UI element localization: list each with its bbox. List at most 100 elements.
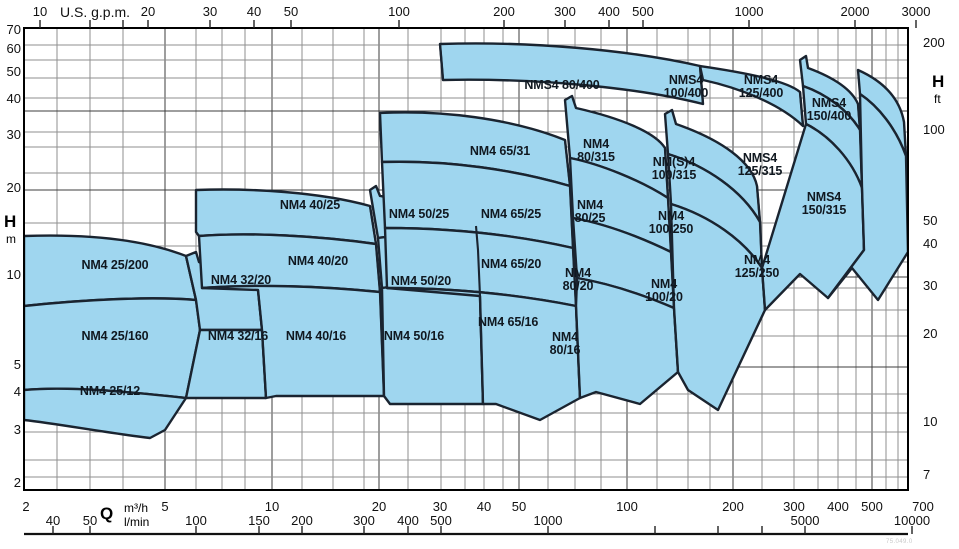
left-tick-20: 20 <box>6 180 21 195</box>
right-tick-100: 100 <box>923 122 945 137</box>
left-tick-60: 60 <box>6 41 21 56</box>
env-nms4-150-315 <box>826 92 908 302</box>
env-nm4-50-16 <box>380 285 485 406</box>
region-label-nm4-50-20: NM4 50/20 <box>390 274 452 288</box>
document-code: 75.049.0 <box>886 539 913 545</box>
bot-tick-500: 500 <box>861 499 883 514</box>
region-label-nm4-65-31: NM4 65/31 <box>469 144 531 158</box>
env-nm4-100-20 <box>669 202 767 412</box>
right-tick-200: 200 <box>923 35 945 50</box>
right-axis-title: H <box>932 72 945 91</box>
region-label-nm4-100-250: NM4 100/250 <box>648 209 694 236</box>
top-tick-400: 400 <box>598 4 620 19</box>
left-axis-unit: m <box>6 232 16 246</box>
region-label-nms4-125-315: NMS4 125/315 <box>737 151 783 178</box>
bot2-tick-200: 200 <box>291 513 313 528</box>
left-tick-30: 30 <box>6 127 21 142</box>
env-nm4-40-16 <box>200 284 386 400</box>
left-tick-40: 40 <box>6 91 21 106</box>
region-label-nm4-125-250: NM4 125/250 <box>734 253 780 280</box>
bot-tick-5: 5 <box>161 499 169 514</box>
bot-tick-2: 2 <box>22 499 30 514</box>
bot-tick-10: 10 <box>264 499 280 514</box>
region-label-nm4-65-16: NM4 65/16 <box>478 315 539 329</box>
bot-tick-30: 30 <box>432 499 448 514</box>
env-nm4-25-12 <box>24 387 188 440</box>
plot-frame <box>23 27 909 491</box>
region-label-nm4-32-20: NM4 32/20 <box>210 273 272 287</box>
bot2-tick-400: 400 <box>397 513 419 528</box>
region-label-nm4-25-12: NM4 25/12 <box>79 384 141 398</box>
region-label-nm4-40-25: NM4 40/25 <box>279 198 341 212</box>
top-tick-500: 500 <box>632 4 654 19</box>
region-label-nm4-25-200: NM4 25/200 <box>81 258 149 272</box>
top-tick-2000: 2000 <box>840 4 870 19</box>
region-label-nm4-50-25: NM4 50/25 <box>388 207 450 221</box>
model-divider-curves <box>184 43 866 405</box>
top-tickmarks <box>39 20 917 28</box>
region-label-nm4-40-20: NM4 40/20 <box>287 254 349 268</box>
bot-tick-20: 20 <box>371 499 387 514</box>
region-label-nm4-65-25: NM4 65/25 <box>480 207 542 221</box>
top-tick-10: 10 <box>32 4 48 19</box>
left-tick-3: 3 <box>13 422 21 437</box>
bottom-axis-title: Q <box>100 504 114 523</box>
top-tick-30: 30 <box>202 4 218 19</box>
top-tick-1000: 1000 <box>734 4 764 19</box>
region-label-nms4-80-400: NMS4 80/400 <box>524 78 600 92</box>
left-tick-10: 10 <box>6 267 21 282</box>
region-label-nm4-32-16: NM4 32/16 <box>207 329 269 343</box>
region-label-nms4-100-315: NM(S)4 100/315 <box>651 155 697 182</box>
top-tick-300: 300 <box>554 4 576 19</box>
left-tick-5: 5 <box>13 357 21 372</box>
right-axis-unit: ft <box>934 92 941 106</box>
bot-tick-50: 50 <box>511 499 527 514</box>
left-tick-50: 50 <box>6 64 21 79</box>
region-label-nm4-80-16: NM4 80/16 <box>549 330 581 357</box>
bot2-tick-500: 500 <box>430 513 452 528</box>
coverage-envelopes <box>24 42 908 440</box>
bot2-tick-1000: 1000 <box>533 513 563 528</box>
region-label-nms4-150-315: NMS4 150/315 <box>801 190 847 217</box>
left-tick-4: 4 <box>13 384 21 399</box>
region-label-nms4-125-400: NMS4 125/400 <box>738 73 784 100</box>
region-label-nm4-40-16: NM4 40/16 <box>285 329 347 343</box>
bot2-tick-300: 300 <box>353 513 375 528</box>
right-tick-10: 10 <box>923 414 938 429</box>
right-tick-7: 7 <box>923 467 931 482</box>
top-tick-50: 50 <box>283 4 299 19</box>
bot-tick-40: 40 <box>476 499 492 514</box>
region-label-nm4-25-160: NM4 25/160 <box>81 329 149 343</box>
right-tick-30: 30 <box>923 278 938 293</box>
region-label-nm4-65-20: NM4 65/20 <box>481 257 542 271</box>
top-tick-20: 20 <box>140 4 156 19</box>
top-axis-title: U.S. g.p.m. <box>60 4 131 20</box>
region-label-nm4-80-315: NM4 80/315 <box>577 137 615 164</box>
bottom-secondary-tickmarks <box>52 526 913 534</box>
env-nm4-65-16 <box>385 286 582 422</box>
bot2-tick-100: 100 <box>185 513 207 528</box>
region-label-nm4-50-16: NM4 50/16 <box>383 329 445 343</box>
left-tick-70: 70 <box>6 22 21 37</box>
top-tick-100: 100 <box>388 4 410 19</box>
bot-tick-400: 400 <box>827 499 849 514</box>
region-label-nm4-80-25: NM4 80/25 <box>574 198 606 225</box>
bot2-tick-150: 150 <box>248 513 270 528</box>
bot-tick-200: 200 <box>722 499 744 514</box>
right-tick-20: 20 <box>923 326 938 341</box>
right-tick-40: 40 <box>923 236 938 251</box>
region-label-nm4-100-20: NM4 100/20 <box>645 277 683 304</box>
bottom-axis-unit-lmin: l/min <box>124 515 150 529</box>
top-tick-3000: 3000 <box>901 4 931 19</box>
top-tick-40: 40 <box>246 4 262 19</box>
bot2-tick-50: 50 <box>82 513 98 528</box>
bot-tick-100: 100 <box>616 499 638 514</box>
bot2-tick-5000: 5000 <box>790 513 820 528</box>
region-label-nms4-150-400: NMS4 150/400 <box>806 96 852 123</box>
region-label-nms4-100-400: NMS4 100/400 <box>663 73 709 100</box>
top-tick-200: 200 <box>493 4 515 19</box>
env-nm4-125-250 <box>760 122 866 312</box>
bot-tick-300: 300 <box>783 499 805 514</box>
